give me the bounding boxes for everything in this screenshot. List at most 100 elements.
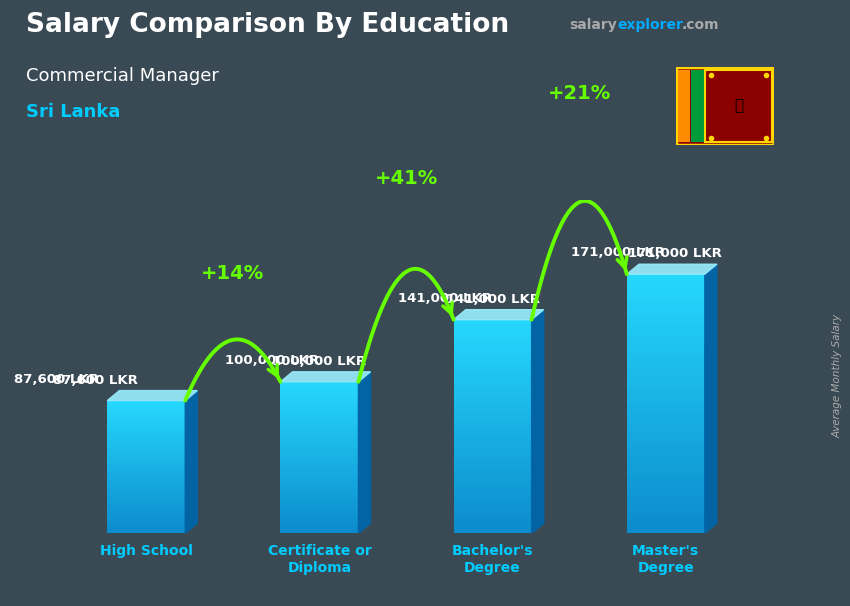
Bar — [280, 439, 359, 442]
Bar — [280, 427, 359, 430]
Text: Average Monthly Salary: Average Monthly Salary — [832, 314, 842, 438]
Bar — [454, 328, 531, 333]
Bar — [626, 409, 705, 414]
Text: 141,000 LKR: 141,000 LKR — [445, 293, 540, 305]
Bar — [107, 512, 185, 514]
Bar — [280, 491, 359, 494]
Polygon shape — [107, 390, 197, 401]
Bar — [626, 450, 705, 456]
Bar — [107, 483, 185, 485]
Bar — [454, 452, 531, 456]
Bar — [454, 371, 531, 375]
Bar — [280, 509, 359, 512]
Text: +14%: +14% — [201, 264, 264, 284]
Bar — [626, 414, 705, 419]
Bar — [626, 331, 705, 336]
Bar — [454, 324, 531, 328]
Bar — [454, 473, 531, 478]
Polygon shape — [454, 310, 544, 319]
Bar — [626, 435, 705, 440]
Bar — [107, 427, 185, 430]
Bar — [280, 527, 359, 530]
Bar — [454, 319, 531, 324]
Bar — [454, 337, 531, 341]
Bar — [280, 500, 359, 503]
Bar — [626, 471, 705, 476]
Bar — [107, 467, 185, 470]
Bar — [626, 373, 705, 378]
Bar — [107, 459, 185, 462]
Bar — [107, 414, 185, 416]
Bar — [626, 347, 705, 352]
Bar — [626, 310, 705, 316]
Bar — [280, 397, 359, 400]
Bar — [454, 418, 531, 422]
Bar — [677, 70, 690, 142]
Text: 87,600 LKR: 87,600 LKR — [14, 373, 99, 385]
Bar — [626, 336, 705, 342]
Bar — [626, 518, 705, 523]
Bar — [706, 70, 772, 142]
Text: Sri Lanka: Sri Lanka — [26, 103, 120, 121]
Bar — [280, 424, 359, 427]
Bar — [626, 326, 705, 331]
Bar — [107, 454, 185, 456]
Bar — [626, 399, 705, 404]
Bar — [107, 504, 185, 507]
Bar — [280, 385, 359, 388]
Bar — [454, 461, 531, 465]
Bar — [454, 427, 531, 431]
Bar — [107, 443, 185, 445]
Bar — [107, 472, 185, 475]
Bar — [454, 410, 531, 414]
Bar — [280, 415, 359, 418]
Bar — [454, 482, 531, 486]
Bar — [107, 520, 185, 522]
Bar — [107, 411, 185, 414]
Polygon shape — [280, 371, 371, 382]
Polygon shape — [359, 371, 371, 533]
Bar — [280, 494, 359, 497]
Bar — [280, 467, 359, 470]
Bar — [626, 466, 705, 471]
Bar — [107, 464, 185, 467]
Bar — [107, 525, 185, 528]
Bar — [107, 470, 185, 472]
Bar — [626, 321, 705, 326]
Bar — [454, 495, 531, 499]
Bar — [107, 441, 185, 443]
Bar — [691, 70, 704, 142]
Bar — [280, 418, 359, 421]
Bar — [626, 300, 705, 305]
Bar — [280, 521, 359, 524]
Bar — [280, 479, 359, 482]
Bar — [280, 406, 359, 409]
Bar — [454, 333, 531, 337]
Bar — [107, 518, 185, 520]
Bar — [454, 396, 531, 401]
Bar — [107, 451, 185, 454]
Bar — [454, 512, 531, 516]
Bar — [107, 430, 185, 433]
Bar — [280, 488, 359, 491]
Bar — [107, 499, 185, 501]
Bar — [280, 497, 359, 500]
Text: Salary Comparison By Education: Salary Comparison By Education — [26, 12, 508, 38]
Bar — [280, 433, 359, 436]
Bar — [280, 442, 359, 445]
Bar — [280, 436, 359, 439]
Bar — [454, 362, 531, 367]
Bar — [280, 445, 359, 448]
Bar — [107, 475, 185, 478]
Bar — [107, 422, 185, 424]
Bar — [626, 445, 705, 450]
Bar — [280, 382, 359, 385]
Bar — [626, 419, 705, 424]
Bar — [107, 480, 185, 483]
Bar — [454, 525, 531, 529]
Bar — [280, 461, 359, 464]
Bar — [454, 401, 531, 405]
Bar — [454, 529, 531, 533]
Text: 100,000 LKR: 100,000 LKR — [224, 354, 319, 367]
Bar — [626, 481, 705, 487]
